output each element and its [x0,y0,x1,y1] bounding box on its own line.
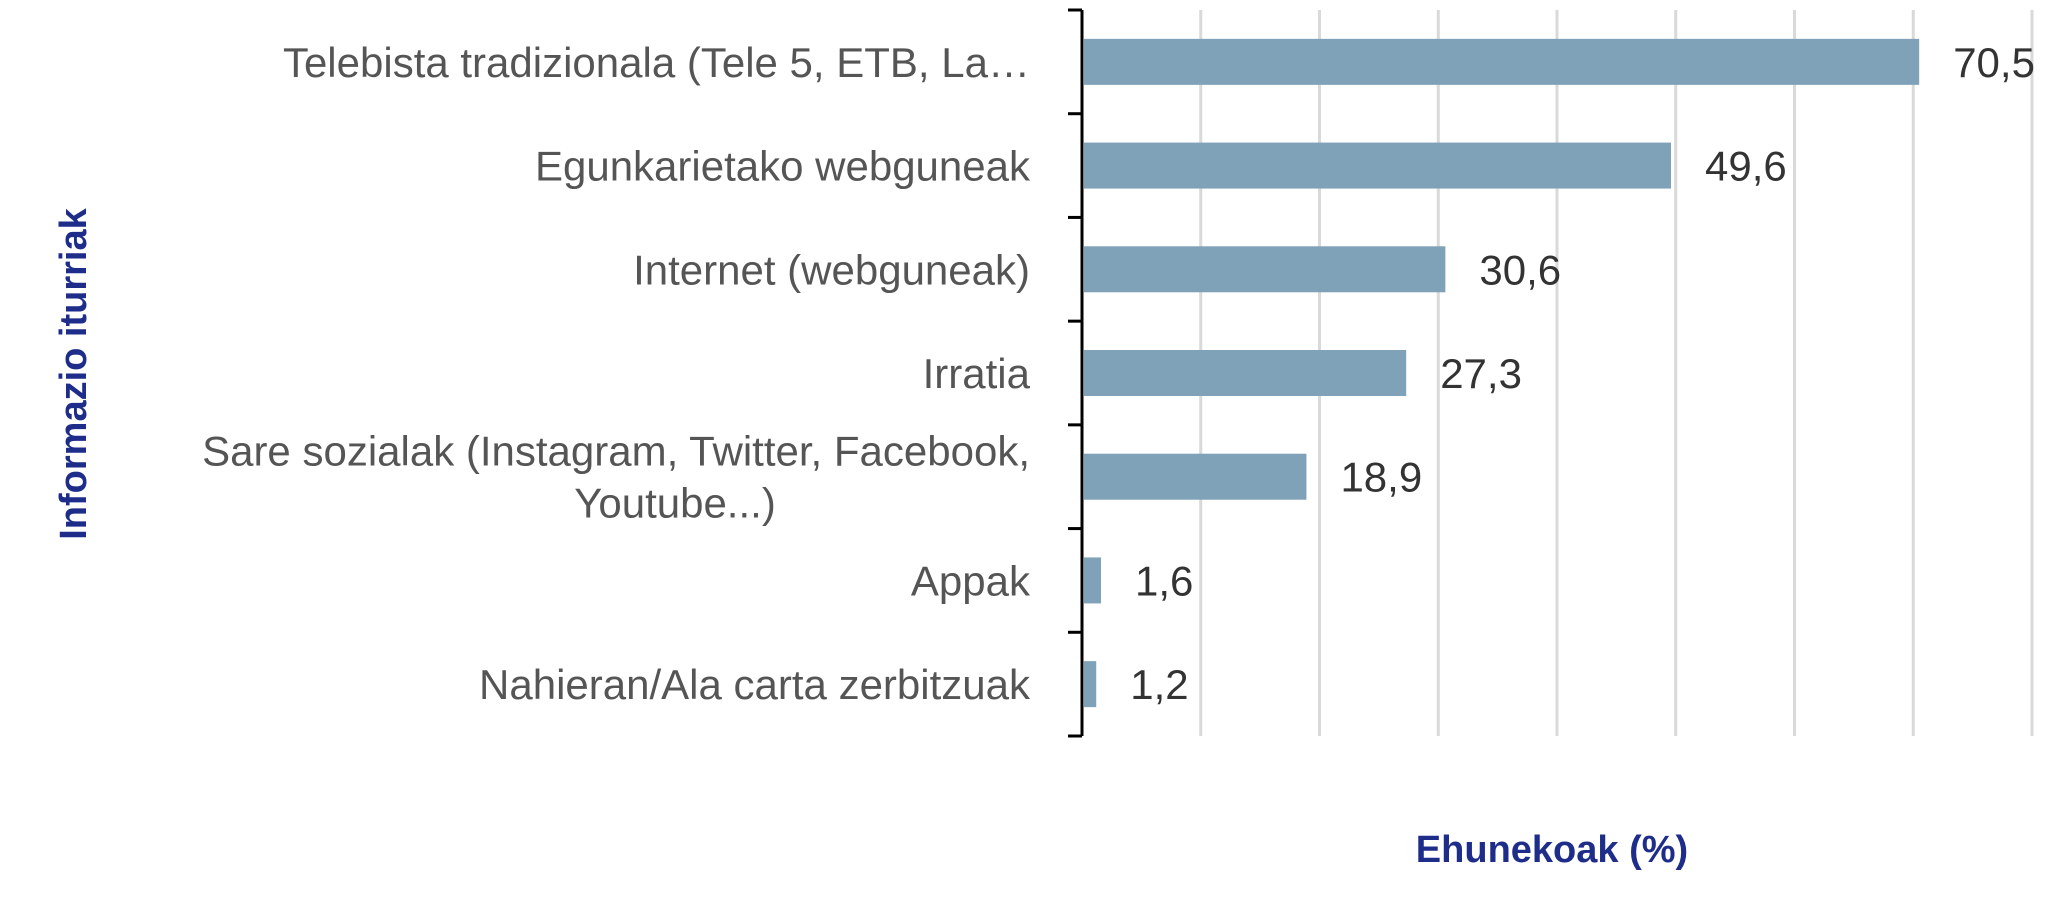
category-label: Internet (webguneak) [633,246,1030,293]
bar [1084,38,1920,85]
bar [1084,661,1097,708]
category-label: Appak [911,557,1031,604]
data-label: 27,3 [1440,350,1522,397]
data-label: 1,2 [1130,661,1188,708]
category-label: Youtube...) [574,480,776,527]
grid-layer [1199,10,2034,736]
bar [1084,142,1671,189]
label-layer: 70,5 Telebista tradizionala (Tele 5, ETB,… [202,39,2035,708]
category-label: Telebista tradizionala (Tele 5, ETB, La… [283,39,1030,86]
category-label: Irratia [923,350,1031,397]
data-label: 49,6 [1705,143,1787,190]
axis-layer [1068,8,1084,738]
category-label: Sare sozialak (Instagram, Twitter, Faceb… [202,428,1030,475]
data-label: 18,9 [1340,454,1422,501]
data-label: 70,5 [1953,39,2035,86]
data-label: 1,6 [1135,557,1193,604]
data-label: 30,6 [1479,246,1561,293]
category-label: Egunkarietako webguneak [535,143,1031,190]
category-label: Nahieran/Ala carta zerbitzuak [479,661,1031,708]
bar-layer [1084,38,1920,708]
bar [1084,453,1307,500]
bar [1084,350,1407,396]
x-axis-title: Ehunekoak (%) [1416,829,1688,871]
bar [1084,557,1101,604]
y-axis-title: Informazio iturriak [53,207,95,539]
bar [1084,246,1446,293]
